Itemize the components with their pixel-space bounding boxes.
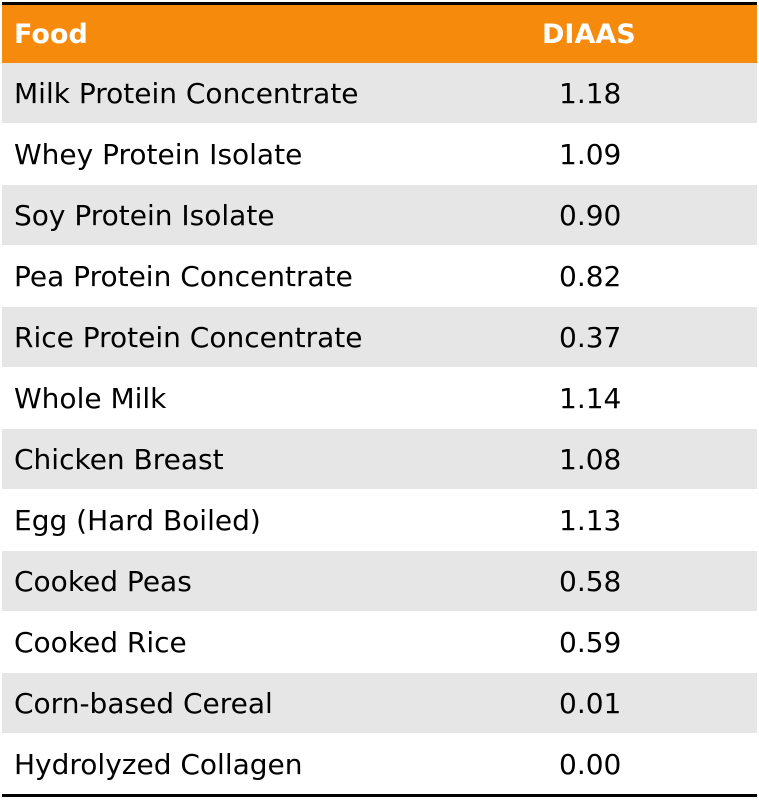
table-row: Cooked Rice 0.59 <box>2 611 757 673</box>
table-row: Whey Protein Isolate 1.09 <box>2 123 757 185</box>
table-row: Rice Protein Concentrate 0.37 <box>2 306 757 368</box>
header-diaas: DIAAS <box>502 3 757 63</box>
food-cell: Cooked Peas <box>2 550 502 612</box>
diaas-cell: 1.08 <box>502 428 757 490</box>
food-cell: Egg (Hard Boiled) <box>2 489 502 551</box>
diaas-cell: 0.90 <box>502 184 757 246</box>
table-header: Food DIAAS <box>2 3 757 63</box>
food-cell: Milk Protein Concentrate <box>2 63 502 124</box>
table-row: Corn-based Cereal 0.01 <box>2 672 757 734</box>
diaas-cell: 0.37 <box>502 306 757 368</box>
food-cell: Rice Protein Concentrate <box>2 306 502 368</box>
header-row: Food DIAAS <box>2 3 757 63</box>
header-food: Food <box>2 3 502 63</box>
food-cell: Chicken Breast <box>2 428 502 490</box>
diaas-cell: 1.09 <box>502 123 757 185</box>
diaas-cell: 1.14 <box>502 367 757 429</box>
diaas-cell: 0.58 <box>502 550 757 612</box>
diaas-cell: 0.00 <box>502 733 757 797</box>
diaas-cell: 0.59 <box>502 611 757 673</box>
table-row: Pea Protein Concentrate 0.82 <box>2 245 757 307</box>
table-row: Soy Protein Isolate 0.90 <box>2 184 757 246</box>
diaas-cell: 0.01 <box>502 672 757 734</box>
table-row: Cooked Peas 0.58 <box>2 550 757 612</box>
diaas-cell: 1.13 <box>502 489 757 551</box>
food-cell: Pea Protein Concentrate <box>2 245 502 307</box>
table-body: Milk Protein Concentrate 1.18 Whey Prote… <box>2 63 757 797</box>
food-cell: Hydrolyzed Collagen <box>2 733 502 797</box>
food-cell: Whey Protein Isolate <box>2 123 502 185</box>
food-cell: Soy Protein Isolate <box>2 184 502 246</box>
table-row: Hydrolyzed Collagen 0.00 <box>2 733 757 797</box>
table-row: Egg (Hard Boiled) 1.13 <box>2 489 757 551</box>
table-row: Whole Milk 1.14 <box>2 367 757 429</box>
table-row: Chicken Breast 1.08 <box>2 428 757 490</box>
table-row: Milk Protein Concentrate 1.18 <box>2 63 757 124</box>
food-cell: Corn-based Cereal <box>2 672 502 734</box>
food-cell: Cooked Rice <box>2 611 502 673</box>
diaas-cell: 1.18 <box>502 63 757 124</box>
diaas-cell: 0.82 <box>502 245 757 307</box>
food-cell: Whole Milk <box>2 367 502 429</box>
